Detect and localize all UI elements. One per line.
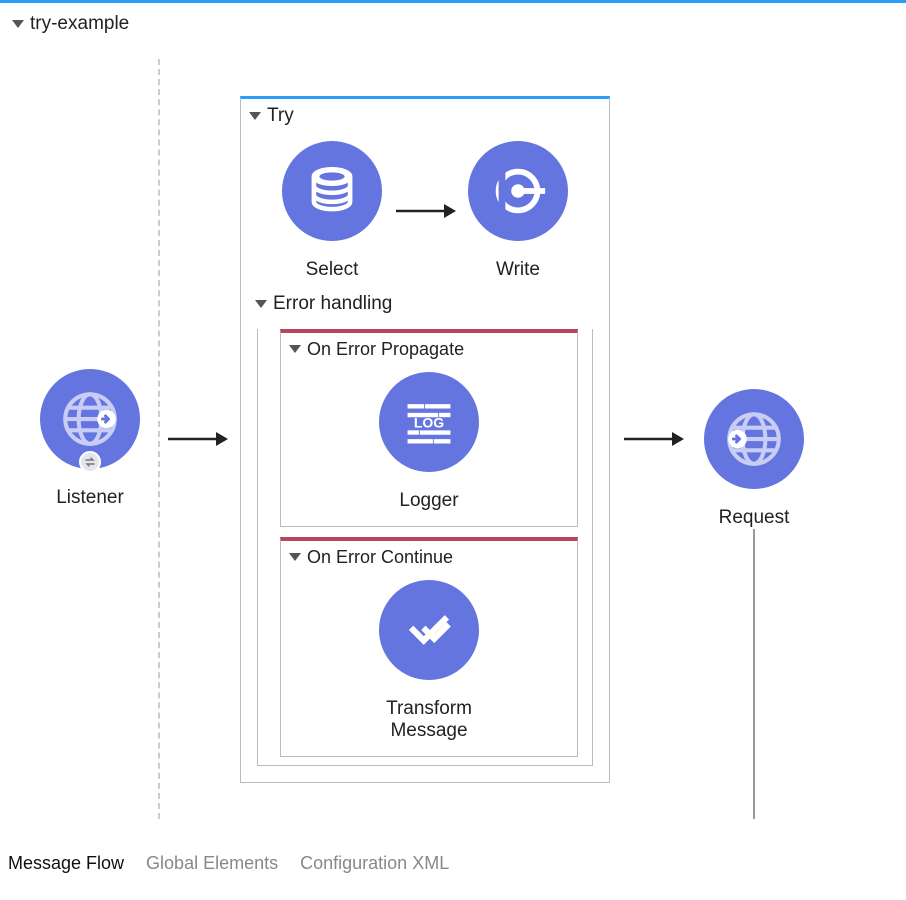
error-handling-header[interactable]: Error handling [241, 287, 609, 319]
processor-select[interactable]: Select [282, 141, 382, 281]
flow-body: Listener Try [10, 39, 896, 829]
chevron-down-icon [289, 553, 301, 561]
processor-request[interactable]: Request [704, 389, 804, 529]
flow-container: try-example [0, 0, 906, 841]
chevron-down-icon [249, 112, 261, 120]
error-handling-title: Error handling [273, 293, 392, 315]
tab-configuration-xml[interactable]: Configuration XML [300, 853, 449, 874]
connector-icon [468, 141, 568, 241]
processor-label: Listener [56, 481, 124, 509]
flow-header[interactable]: try-example [10, 9, 896, 39]
processor-label: Logger [399, 484, 458, 512]
error-handling-section: Error handling On Error Propagate [241, 287, 609, 766]
processor-label: Transform Message [386, 692, 472, 742]
arrow [160, 429, 234, 449]
handler-title: On Error Propagate [307, 339, 464, 360]
processor-transform[interactable]: Transform Message [379, 580, 479, 742]
processor-label: Request [719, 501, 790, 529]
arrow [616, 429, 690, 449]
on-error-propagate[interactable]: On Error Propagate [280, 329, 578, 527]
globe-in-icon [704, 389, 804, 489]
flow-title: try-example [30, 13, 129, 35]
scope-processors: Select Write [241, 131, 609, 287]
exchange-icon [79, 451, 101, 473]
connector-line [753, 529, 755, 819]
processor-label: Select [306, 253, 359, 281]
log-icon: LOG [379, 372, 479, 472]
globe-out-icon [40, 369, 140, 469]
processor-logger[interactable]: LOG Logger [379, 372, 479, 512]
on-error-continue[interactable]: On Error Continue Transform M [280, 537, 578, 757]
handler-title: On Error Continue [307, 547, 453, 568]
tab-message-flow[interactable]: Message Flow [8, 853, 124, 874]
processor-listener[interactable]: Listener [40, 369, 140, 509]
scope-title: Try [267, 105, 294, 127]
scope-header[interactable]: Try [241, 99, 609, 131]
processor-write[interactable]: Write [468, 141, 568, 281]
chevron-down-icon [12, 20, 24, 28]
processor-label: Write [496, 253, 540, 281]
editor-tabs: Message Flow Global Elements Configurati… [0, 841, 906, 880]
svg-text:LOG: LOG [414, 414, 444, 430]
arrow [394, 201, 456, 221]
database-icon [282, 141, 382, 241]
transform-icon [379, 580, 479, 680]
handler-header[interactable]: On Error Continue [281, 541, 577, 572]
tab-global-elements[interactable]: Global Elements [146, 853, 278, 874]
try-scope[interactable]: Try Select [240, 96, 610, 783]
handler-header[interactable]: On Error Propagate [281, 333, 577, 364]
chevron-down-icon [255, 300, 267, 308]
chevron-down-icon [289, 345, 301, 353]
